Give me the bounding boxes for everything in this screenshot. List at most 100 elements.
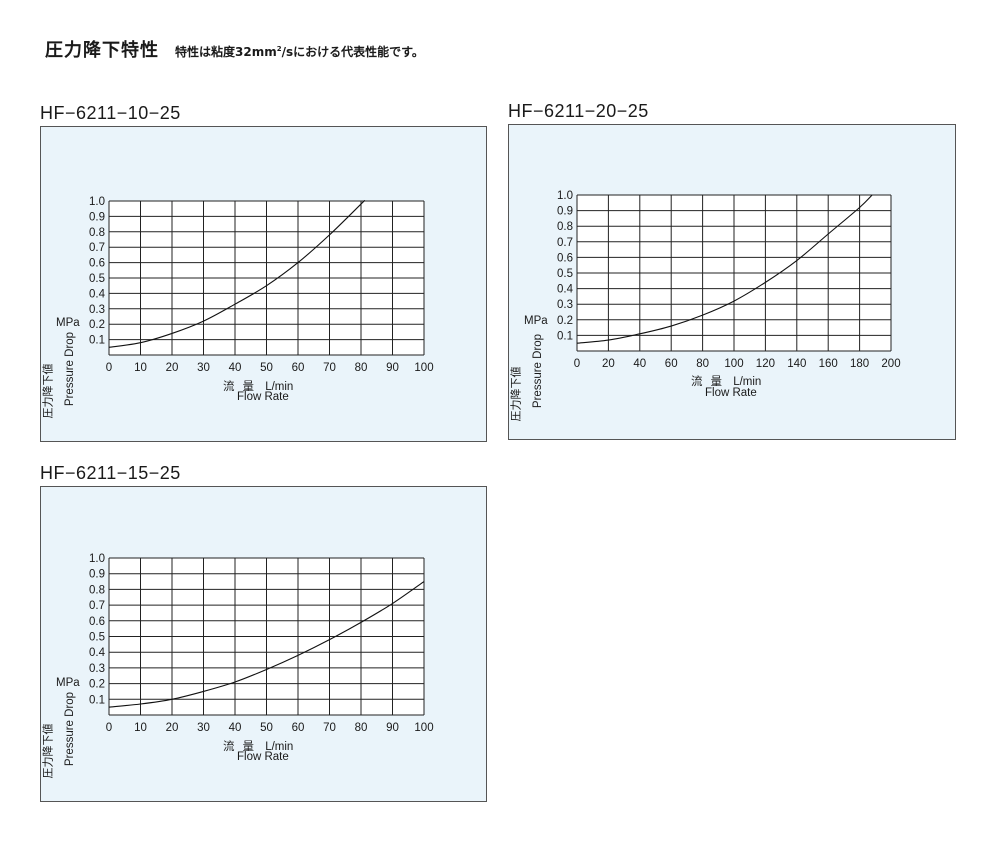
chart-1-xtick-label: 40 — [229, 362, 242, 374]
chart-2-xtick-label: 60 — [665, 358, 678, 370]
chart-3-ytick-label: 0.7 — [89, 600, 105, 612]
chart-2-model: HF−6211−20−25 — [508, 101, 649, 121]
subtitle-post: /sにおける代表性能です。 — [281, 45, 424, 59]
chart-3-xtick-label: 70 — [323, 722, 336, 734]
chart-3-ytick-label: 0.6 — [89, 616, 105, 628]
chart-3-xtick-label: 40 — [229, 722, 242, 734]
chart-2-unit: MPa — [524, 315, 548, 327]
chart-2-ytick-label: 0.3 — [557, 299, 573, 311]
subtitle-pre: 特性は粘度32mm — [175, 45, 277, 59]
chart-1-ytick-label: 0.3 — [89, 304, 105, 316]
chart-1-xtick-label: 50 — [260, 362, 273, 374]
chart-2-panel: 0 20 40 60 80 100 120 140 160 180 200 0.1 0.2 0.3 0.4 0… — [508, 124, 956, 440]
chart-3-xtick-label: 80 — [355, 722, 368, 734]
chart-3-xtick-label: 0 — [106, 722, 112, 734]
chart-3-unit: MPa — [56, 677, 80, 689]
chart-1-model: HF−6211−10−25 — [40, 103, 181, 123]
chart-3-xlabel: 流量 L/min — [223, 738, 293, 754]
chart-2-ytick-label: 0.2 — [557, 315, 573, 327]
chart-2-svg: 0 20 40 60 80 100 120 140 160 180 200 0.1 0.2 0.3 0.4 0… — [557, 190, 901, 370]
chart-2-ytick-label: 0.6 — [557, 252, 573, 264]
chart-1-xtick-label: 100 — [414, 362, 433, 374]
chart-1-panel: 0 10 20 30 40 50 60 70 80 90 100 0.1 0.2 0.3 0.4 0.5 0.6… — [40, 126, 487, 442]
chart-3-xtick-label: 100 — [414, 722, 433, 734]
chart-1-ytick-label: 0.5 — [89, 273, 105, 285]
chart-2-ylabel-en: Pressure Drop — [532, 333, 545, 409]
subtitle-sup: 2 — [276, 45, 282, 53]
chart-3-ytick-label: 0.3 — [89, 663, 105, 675]
chart-1-ytick-label: 0.2 — [89, 319, 105, 331]
chart-3-ytick-label: 0.1 — [89, 694, 105, 706]
chart-3-xtick-label: 60 — [292, 722, 305, 734]
chart-3-xtick-label: 90 — [386, 722, 399, 734]
chart-1-ylabel-en: Pressure Drop — [64, 331, 77, 407]
chart-1-ytick-label: 0.1 — [89, 335, 105, 347]
chart-1-xtick-label: 90 — [386, 362, 399, 374]
chart-3-ytick-label: 1.0 — [89, 553, 105, 565]
chart-3-xtick-label: 20 — [166, 722, 179, 734]
chart-2-ytick-label: 0.9 — [557, 206, 573, 218]
chart-2-series-line — [576, 194, 873, 344]
chart-2-xlabel-en: Flow Rate — [705, 387, 757, 399]
chart-1-xlabel: 流量 L/min — [223, 378, 293, 394]
chart-3-ytick-label: 0.4 — [89, 647, 106, 659]
chart-3-ylabel-ja: 圧力降下値 — [41, 723, 55, 779]
chart-3-xtick-label: 30 — [197, 722, 210, 734]
chart-2-xtick-label: 40 — [633, 358, 646, 370]
chart-2-xtick-label: 0 — [574, 358, 580, 370]
chart-1-series-line — [108, 200, 366, 348]
chart-3-ytick-label: 0.5 — [89, 632, 105, 644]
chart-2-xtick-label: 200 — [881, 358, 900, 370]
chart-1-svg: 0 10 20 30 40 50 60 70 80 90 100 0.1 0.2 0.3 0.4 0.5 0.6… — [89, 196, 434, 374]
chart-2-ytick-label: 1.0 — [557, 190, 573, 202]
chart-1-ytick-label: 0.9 — [89, 211, 105, 223]
chart-2-xlabel: 流量 L/min — [691, 373, 761, 389]
chart-1-ylabel-ja: 圧力降下値 — [41, 363, 55, 419]
chart-2-ytick-label: 0.8 — [557, 221, 573, 233]
chart-1-ytick-label: 0.8 — [89, 227, 105, 239]
chart-1-ytick-label: 1.0 — [89, 196, 105, 208]
chart-1-ytick-label: 0.4 — [89, 288, 106, 300]
chart-1-ytick-label: 0.7 — [89, 242, 105, 254]
chart-2-xtick-label: 100 — [724, 358, 743, 370]
chart-2-xlabel-ja: 流量 — [691, 374, 730, 388]
page-subtitle: 特性は粘度32mm2/sにおける代表性能です。 — [175, 43, 424, 60]
chart-3-ytick-label: 0.8 — [89, 584, 105, 596]
chart-3-ytick-label: 0.2 — [89, 679, 105, 691]
chart-2-xtick-label: 120 — [756, 358, 775, 370]
chart-2-ylabel-ja: 圧力降下値 — [509, 366, 523, 422]
chart-1-xlabel-en: Flow Rate — [237, 391, 289, 403]
chart-3-series-line — [108, 581, 425, 708]
chart-3-ytick-label: 0.9 — [89, 569, 105, 581]
chart-3-xtick-label: 10 — [134, 722, 147, 734]
chart-2-xtick-label: 80 — [696, 358, 709, 370]
chart-2-xlabel-unit: L/min — [733, 376, 762, 388]
chart-1-ytick-label: 0.6 — [89, 258, 105, 270]
chart-1-xtick-label: 0 — [106, 362, 112, 374]
chart-2-xtick-label: 160 — [819, 358, 838, 370]
chart-1-xtick-label: 60 — [292, 362, 305, 374]
chart-3-xlabel-en: Flow Rate — [237, 751, 289, 763]
chart-1-xtick-label: 30 — [197, 362, 210, 374]
chart-2-ytick-label: 0.4 — [557, 284, 574, 296]
chart-3-xtick-label: 50 — [260, 722, 273, 734]
chart-3-xlabel-unit: L/min — [265, 741, 294, 753]
chart-1-xtick-label: 10 — [134, 362, 147, 374]
chart-3-xlabel-ja: 流量 — [223, 739, 262, 753]
page-title: 圧力降下特性 — [45, 40, 159, 61]
chart-1-xlabel-ja: 流量 — [223, 379, 262, 393]
page-header: 圧力降下特性 特性は粘度32mm2/sにおける代表性能です。 — [45, 36, 424, 62]
chart-2-xtick-label: 20 — [602, 358, 615, 370]
chart-3-svg: 0 10 20 30 40 50 60 70 80 90 100 0.1 0.2 0.3 0.4 0.5 0.6… — [89, 553, 434, 734]
chart-1-xtick-label: 70 — [323, 362, 336, 374]
chart-2-ytick-label: 0.1 — [557, 330, 573, 342]
chart-1-xlabel-unit: L/min — [265, 381, 294, 393]
chart-1-xtick-label: 20 — [166, 362, 179, 374]
chart-3-model: HF−6211−15−25 — [40, 463, 181, 483]
chart-3-panel: 0 10 20 30 40 50 60 70 80 90 100 0.1 0.2 0.3 0.4 0.5 0.6… — [40, 486, 487, 802]
chart-1-unit: MPa — [56, 317, 80, 329]
chart-1-xtick-label: 80 — [355, 362, 368, 374]
chart-3-ylabel-en: Pressure Drop — [64, 691, 77, 767]
chart-2-xtick-label: 140 — [787, 358, 806, 370]
chart-2-ytick-label: 0.7 — [557, 237, 573, 249]
